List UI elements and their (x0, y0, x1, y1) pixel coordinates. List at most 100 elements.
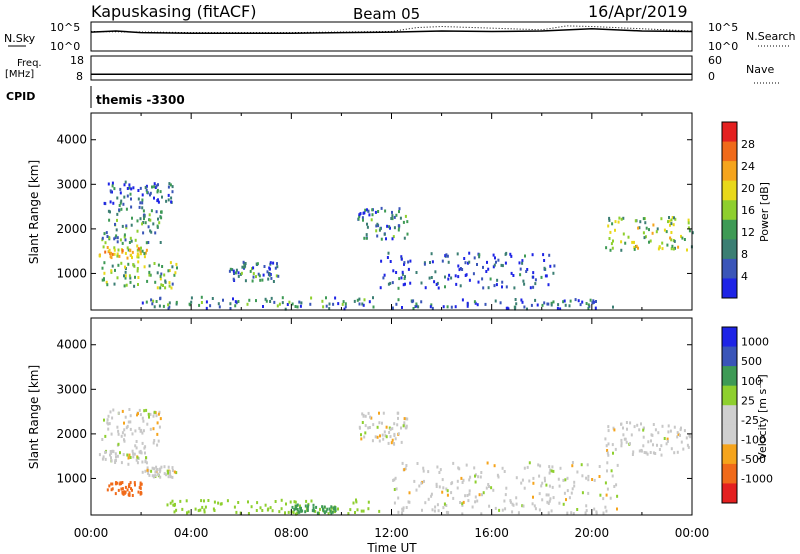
range-cell (566, 489, 569, 493)
range-cell (405, 426, 408, 430)
range-cell (665, 442, 668, 446)
range-cell (201, 505, 204, 509)
colorbar-tick-label: -1000 (741, 473, 773, 486)
range-cell (328, 507, 331, 511)
range-cell (654, 428, 657, 432)
range-cell (362, 509, 365, 513)
range-cell (408, 500, 411, 504)
range-cell (298, 510, 301, 514)
range-cell (514, 306, 517, 309)
range-cell (668, 219, 671, 223)
range-cell (393, 442, 395, 445)
range-cell (131, 449, 134, 453)
range-cell (299, 506, 302, 510)
colorbar-segment (722, 219, 737, 240)
range-cell (296, 305, 299, 309)
range-cell (634, 219, 637, 223)
range-cell (123, 490, 126, 494)
range-cell (521, 504, 524, 508)
range-cell (156, 468, 159, 471)
range-cell (101, 236, 104, 240)
range-cell (122, 453, 125, 457)
colorbar-segment (722, 346, 737, 367)
range-cell (322, 305, 325, 309)
range-cell (163, 465, 166, 469)
range-cell (511, 510, 514, 514)
range-cell (114, 222, 116, 226)
range-cell (126, 187, 129, 190)
range-cell (613, 485, 616, 488)
range-cell (458, 467, 461, 471)
range-cell (405, 464, 408, 467)
range-cell (127, 456, 130, 460)
range-cell (276, 265, 279, 269)
range-cell (157, 473, 160, 477)
range-cell (175, 302, 178, 306)
colorbar-tick-label: 8 (741, 248, 748, 261)
range-cell (123, 195, 126, 199)
range-cell (304, 504, 307, 508)
range-cell (397, 496, 400, 500)
colorbar-tick-label: 1000 (741, 336, 769, 349)
range-cell (323, 511, 326, 515)
colorbar-segment (722, 366, 737, 387)
range-cell (256, 262, 259, 266)
range-cell (427, 470, 430, 474)
range-cell (262, 273, 265, 277)
range-cell (144, 451, 146, 455)
range-cell (683, 429, 686, 433)
range-cell (397, 510, 400, 514)
range-cell (436, 465, 439, 469)
range-cell (566, 511, 569, 515)
range-cell (616, 494, 619, 498)
range-cell (670, 447, 673, 451)
range-cell (128, 186, 131, 190)
range-cell (616, 507, 618, 511)
range-cell (136, 267, 139, 270)
range-cell (518, 261, 521, 265)
range-cell (441, 259, 444, 263)
noise-left-label: N.Sky (4, 32, 36, 45)
range-cell (461, 481, 464, 484)
range-cell (268, 273, 271, 277)
range-cell (663, 437, 666, 440)
range-cell (110, 256, 113, 260)
range-cell (163, 273, 166, 277)
range-cell (176, 266, 178, 270)
range-cell (154, 231, 157, 235)
range-cell (124, 274, 127, 278)
range-cell (118, 204, 121, 207)
range-cell (168, 305, 171, 309)
range-cell (652, 443, 654, 447)
range-cell (509, 499, 512, 503)
range-cell (395, 213, 398, 217)
noise-tick-high-right: 10^5 (708, 21, 738, 34)
x-tick-label: 04:00 (174, 526, 209, 540)
range-cell (269, 267, 271, 271)
range-cell (127, 462, 130, 466)
range-cell (552, 496, 555, 500)
range-cell (457, 264, 460, 268)
range-cell (241, 265, 244, 269)
range-cell (638, 428, 641, 432)
range-cell (482, 491, 485, 495)
range-cell (639, 220, 642, 224)
range-cell (558, 484, 561, 488)
range-cell (532, 476, 535, 480)
range-cell (147, 225, 150, 229)
colorbar-tick-label: 500 (741, 355, 762, 368)
range-cell (442, 486, 445, 490)
range-cell (666, 437, 669, 441)
range-cell (139, 413, 142, 417)
range-cell (681, 236, 684, 240)
range-cell (474, 474, 476, 478)
range-cell (264, 297, 267, 301)
range-cell (158, 410, 161, 414)
range-cell (145, 408, 148, 412)
range-cell (638, 226, 641, 230)
range-cell (670, 231, 673, 234)
range-cell (124, 265, 126, 269)
range-cell (138, 426, 141, 430)
range-cell (468, 251, 471, 255)
range-cell (364, 208, 367, 212)
